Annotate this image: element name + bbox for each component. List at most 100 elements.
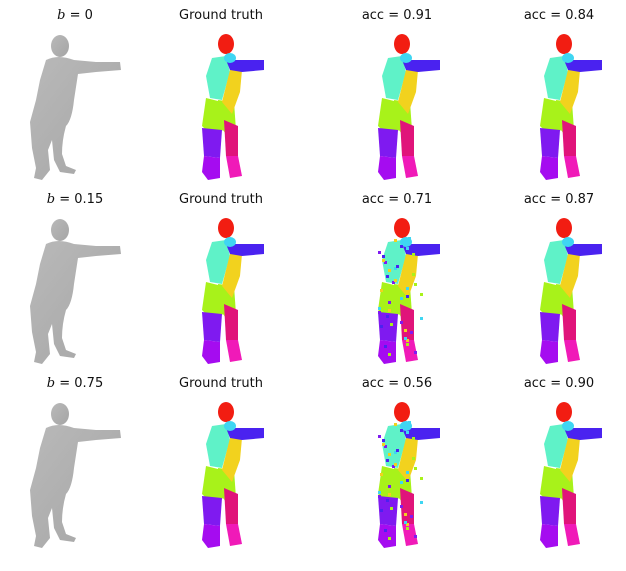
segment-thigh-left	[378, 496, 398, 526]
segment-thigh-left	[378, 128, 398, 158]
segment-torso-right	[560, 254, 580, 298]
segment-head	[218, 402, 234, 422]
segment-thigh-right	[224, 488, 238, 524]
segment-noise	[406, 471, 409, 474]
segment-shin-right	[564, 340, 580, 362]
segment-noise	[394, 423, 397, 426]
segment-noise	[400, 321, 403, 324]
segment-pelvis	[202, 466, 224, 502]
segmentation-image	[540, 218, 602, 364]
segment-noise	[378, 307, 381, 310]
segment-torso-upper	[382, 424, 406, 468]
segment-noise	[412, 457, 415, 460]
segment-shin-left	[202, 156, 220, 180]
segment-thigh-left	[540, 312, 560, 342]
segmentation-image	[202, 34, 264, 180]
segment-noise	[388, 309, 391, 312]
segment-noise	[388, 537, 391, 540]
segment-pelvis	[378, 98, 400, 134]
segment-shin-left	[540, 156, 558, 180]
segment-noise	[390, 303, 393, 306]
panel-depth-row1: b = 0	[0, 8, 150, 188]
segment-pelvis	[202, 282, 224, 318]
segment-noise	[414, 535, 417, 538]
segment-noise	[388, 485, 391, 488]
segment-noise	[404, 513, 407, 516]
segment-torso-right	[222, 438, 242, 482]
segment-arm	[226, 60, 264, 72]
panel-title: Ground truth	[179, 376, 263, 391]
segment-noise	[394, 239, 397, 242]
panel-ground-truth-row3: Ground truth	[146, 376, 296, 556]
segment-noise	[410, 331, 413, 334]
segment-noise	[388, 493, 391, 496]
segment-shin-left	[378, 340, 396, 364]
segment-noise	[408, 237, 411, 240]
segment-noise	[378, 495, 381, 498]
segment-noise	[386, 459, 389, 462]
segment-head	[394, 402, 410, 422]
segment-noise	[380, 325, 383, 328]
segment-pelvis	[540, 466, 562, 502]
segment-arm	[564, 244, 602, 256]
panel-title: acc = 0.90	[523, 376, 595, 391]
panel-title: b = 0.75	[46, 376, 104, 391]
segment-torso-right	[222, 254, 242, 298]
segment-shoulder	[562, 53, 574, 63]
segment-noise	[412, 273, 415, 276]
segment-noise	[406, 479, 409, 482]
segment-noise	[406, 295, 409, 298]
segmentation-image	[202, 402, 264, 548]
segment-shin-left	[540, 524, 558, 548]
segment-noise	[388, 353, 391, 356]
segment-noise	[400, 297, 403, 300]
segment-arm	[402, 244, 440, 256]
segment-noise	[394, 451, 397, 454]
segment-noise	[414, 283, 417, 286]
segment-noise	[406, 339, 409, 342]
panel-title: Ground truth	[179, 192, 263, 207]
segment-arm	[226, 244, 264, 256]
panel-prediction-a-row1: acc = 0.91	[322, 8, 472, 188]
segment-noise	[404, 337, 407, 340]
segment-shoulder	[224, 53, 236, 63]
segment-torso-upper	[206, 56, 230, 100]
panel-prediction-b-row1: acc = 0.84	[484, 8, 626, 188]
segmentation-image	[540, 34, 602, 180]
segment-thigh-right	[562, 304, 576, 340]
segment-pelvis	[378, 466, 400, 502]
segment-thigh-right	[562, 488, 576, 524]
segment-arm	[564, 428, 602, 440]
segment-noise	[400, 505, 403, 508]
segmentation-image	[540, 402, 602, 548]
segment-noise	[380, 509, 383, 512]
segment-head	[394, 218, 410, 238]
segment-thigh-right	[224, 120, 238, 156]
segment-torso-upper	[206, 240, 230, 284]
panel-depth-row2: b = 0.15	[0, 192, 150, 372]
segment-noise	[420, 293, 423, 296]
segment-noise	[390, 507, 393, 510]
segment-shin-right	[226, 524, 242, 546]
segment-noise	[412, 437, 415, 440]
segment-head	[218, 34, 234, 54]
panel-prediction-a-row3: acc = 0.56	[322, 376, 472, 556]
panel-prediction-b-row3: acc = 0.90	[484, 376, 626, 556]
segment-noise	[384, 261, 387, 264]
panel-title: acc = 0.84	[523, 8, 595, 23]
segment-noise	[388, 269, 391, 272]
panel-ground-truth-row1: Ground truth	[146, 8, 296, 188]
segment-head	[394, 34, 410, 54]
segment-torso-right	[560, 438, 580, 482]
segment-pelvis	[540, 282, 562, 318]
segment-head	[218, 218, 234, 238]
panel-prediction-a-row2: acc = 0.71	[322, 192, 472, 372]
segment-torso-upper	[544, 424, 568, 468]
segment-shoulder	[224, 237, 236, 247]
segment-head	[556, 402, 572, 422]
segment-noise	[406, 431, 409, 434]
segment-thigh-left	[378, 312, 398, 342]
segment-noise	[406, 287, 409, 290]
segment-shin-right	[402, 156, 418, 178]
segment-noise	[408, 421, 411, 424]
